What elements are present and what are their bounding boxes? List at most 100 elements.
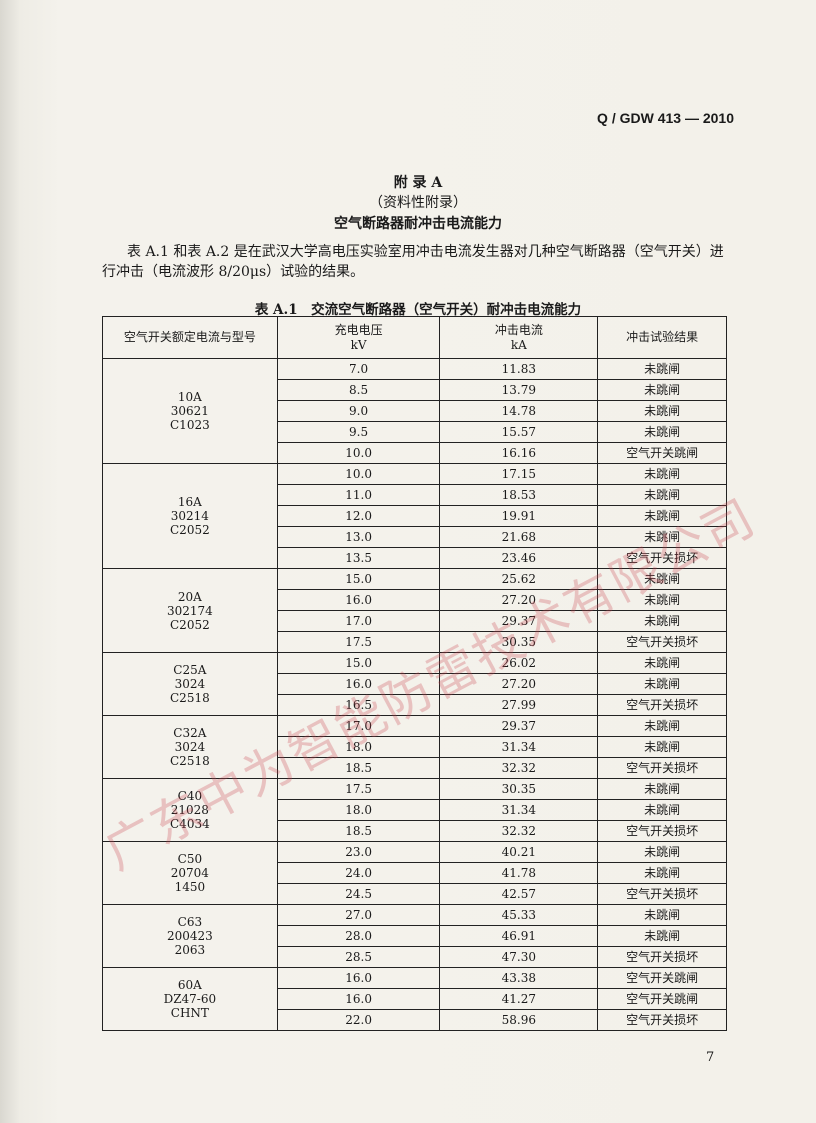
current-cell: 32.32 bbox=[439, 820, 599, 842]
voltage-cell: 10.0 bbox=[276, 442, 441, 464]
cell-line: 30621 bbox=[170, 404, 209, 418]
voltage-cell: 11.0 bbox=[276, 484, 441, 506]
result-cell: 未跳闸 bbox=[597, 400, 727, 422]
table-row: 24.5 42.57 空气开关损坏 bbox=[103, 883, 727, 905]
current-cell: 18.53 bbox=[439, 484, 599, 506]
result-cell: 空气开关损坏 bbox=[597, 946, 727, 968]
voltage-cell: 23.0 bbox=[276, 841, 441, 863]
current-cell: 42.57 bbox=[439, 883, 599, 905]
table-row: C63 200423 2063 27.0 45.33 未跳闸 bbox=[102, 904, 727, 968]
current-cell: 43.38 bbox=[439, 967, 599, 989]
table-row: 17.5 30.35 空气开关损坏 bbox=[103, 631, 727, 653]
cell-line: 302174 bbox=[166, 603, 213, 618]
model-cell: 16A 30214 C2052 bbox=[102, 463, 278, 569]
model-cell: C50 20704 1450 bbox=[102, 841, 278, 905]
cell-line: C2052 bbox=[170, 523, 210, 537]
column-header: 冲击试验结果 bbox=[597, 316, 727, 359]
table-row: 18.5 32.32 空气开关损坏 bbox=[103, 820, 727, 842]
table-row: 16.0 27.20 未跳闸 bbox=[103, 673, 727, 695]
current-cell: 19.91 bbox=[439, 505, 599, 527]
cell-line: 2063 bbox=[174, 943, 206, 957]
current-cell: 14.78 bbox=[439, 400, 599, 422]
current-cell: 26.02 bbox=[439, 652, 599, 674]
column-header: 冲击电流 kA bbox=[439, 316, 599, 359]
current-cell: 47.30 bbox=[439, 946, 599, 968]
cell-line: C50 bbox=[177, 852, 203, 866]
cell-line: 21028 bbox=[170, 803, 209, 817]
voltage-cell: 24.5 bbox=[276, 883, 441, 905]
cell-line: 20704 bbox=[170, 866, 209, 880]
result-cell: 未跳闸 bbox=[597, 652, 727, 674]
table-row: 60A DZ47-60 CHNT 16.0 43.38 空气开关跳闸 bbox=[102, 967, 727, 1031]
cell-line: 冲击试验结果 bbox=[626, 330, 699, 344]
cell-line: CHNT bbox=[170, 1006, 209, 1020]
voltage-cell: 9.5 bbox=[276, 421, 441, 443]
voltage-cell: 13.0 bbox=[276, 526, 441, 548]
result-cell: 未跳闸 bbox=[597, 736, 727, 758]
table-caption: 表 A.1 交流空气断路器（空气开关）耐冲击电流能力 bbox=[254, 302, 582, 318]
voltage-cell: 15.0 bbox=[276, 568, 441, 590]
table-row: 10.0 16.16 空气开关跳闸 bbox=[103, 442, 727, 464]
table-row: 20A 302174 C2052 15.0 25.62 未跳闸 bbox=[102, 568, 727, 653]
result-cell: 未跳闸 bbox=[597, 463, 727, 485]
result-cell: 未跳闸 bbox=[597, 358, 727, 380]
cell-line: 10A bbox=[177, 390, 202, 404]
current-cell: 46.91 bbox=[439, 925, 599, 947]
cell-line: 充电电压 bbox=[334, 322, 383, 337]
column-header: 充电电压 kV bbox=[276, 316, 441, 359]
current-cell: 29.37 bbox=[439, 715, 599, 737]
voltage-cell: 17.0 bbox=[276, 610, 441, 632]
cell-line: C4034 bbox=[170, 817, 210, 831]
cell-line: DZ47-60 bbox=[163, 992, 217, 1006]
voltage-cell: 28.0 bbox=[276, 925, 441, 947]
table-row: 18.0 31.34 未跳闸 bbox=[103, 799, 727, 821]
table-row: 28.0 46.91 未跳闸 bbox=[103, 925, 727, 947]
table-row: 18.0 31.34 未跳闸 bbox=[103, 736, 727, 758]
model-cell: 10A 30621 C1023 bbox=[102, 358, 278, 464]
current-cell: 45.33 bbox=[439, 904, 599, 926]
table-row: C25A 3024 C2518 15.0 26.02 未跳闸 bbox=[102, 652, 727, 716]
voltage-cell: 7.0 bbox=[276, 358, 441, 380]
voltage-cell: 8.5 bbox=[276, 379, 441, 401]
cell-line: C63 bbox=[177, 915, 203, 929]
voltage-cell: 10.0 bbox=[276, 463, 441, 485]
result-cell: 未跳闸 bbox=[597, 673, 727, 695]
voltage-cell: 13.5 bbox=[276, 547, 441, 569]
appendix-title: 空气断路器耐冲击电流能力 bbox=[334, 216, 502, 232]
cell-line: kA bbox=[510, 337, 527, 352]
data-table: 空气开关额定电流与型号 充电电压 kV 冲击电流 kA 冲击试验结果 10A 30621 C1… bbox=[102, 316, 727, 1031]
voltage-cell: 18.5 bbox=[276, 820, 441, 842]
result-cell: 未跳闸 bbox=[597, 925, 727, 947]
current-cell: 58.96 bbox=[439, 1009, 599, 1031]
current-cell: 17.15 bbox=[439, 463, 599, 485]
current-cell: 16.16 bbox=[439, 442, 599, 464]
current-cell: 27.99 bbox=[439, 694, 599, 716]
standard-number: Q / GDW 413 — 2010 bbox=[597, 110, 734, 126]
current-cell: 41.27 bbox=[439, 988, 599, 1010]
cell-line: 3024 bbox=[174, 740, 206, 754]
table-row: 18.5 32.32 空气开关损坏 bbox=[103, 757, 727, 779]
table-row: 16.0 41.27 空气开关跳闸 bbox=[103, 988, 727, 1010]
cell-line: 30214 bbox=[170, 509, 209, 523]
table-row: 10A 30621 C1023 7.0 11.83 未跳闸 bbox=[102, 358, 727, 464]
header-row: 空气开关额定电流与型号 充电电压 kV 冲击电流 kA 冲击试验结果 bbox=[102, 316, 727, 359]
cell-line: C32A bbox=[173, 726, 207, 740]
cell-line: 1450 bbox=[174, 880, 206, 894]
result-cell: 未跳闸 bbox=[597, 904, 727, 926]
result-cell: 空气开关跳闸 bbox=[597, 442, 727, 464]
cell-line: C25A bbox=[173, 663, 207, 677]
result-cell: 未跳闸 bbox=[597, 841, 727, 863]
voltage-cell: 9.0 bbox=[276, 400, 441, 422]
result-cell: 空气开关跳闸 bbox=[597, 967, 727, 989]
cell-line: 20A bbox=[177, 589, 202, 604]
cell-line: 冲击电流 bbox=[494, 322, 543, 337]
cell-line: 3024 bbox=[174, 677, 206, 691]
result-cell: 未跳闸 bbox=[597, 421, 727, 443]
voltage-cell: 17.5 bbox=[276, 631, 441, 653]
result-cell: 空气开关跳闸 bbox=[597, 988, 727, 1010]
table-body: 10A 30621 C1023 7.0 11.83 未跳闸 8.5 13.79 未跳闸 9.0 14… bbox=[102, 358, 727, 1031]
table-row: 11.0 18.53 未跳闸 bbox=[103, 484, 727, 506]
current-cell: 13.79 bbox=[439, 379, 599, 401]
current-cell: 21.68 bbox=[439, 526, 599, 548]
